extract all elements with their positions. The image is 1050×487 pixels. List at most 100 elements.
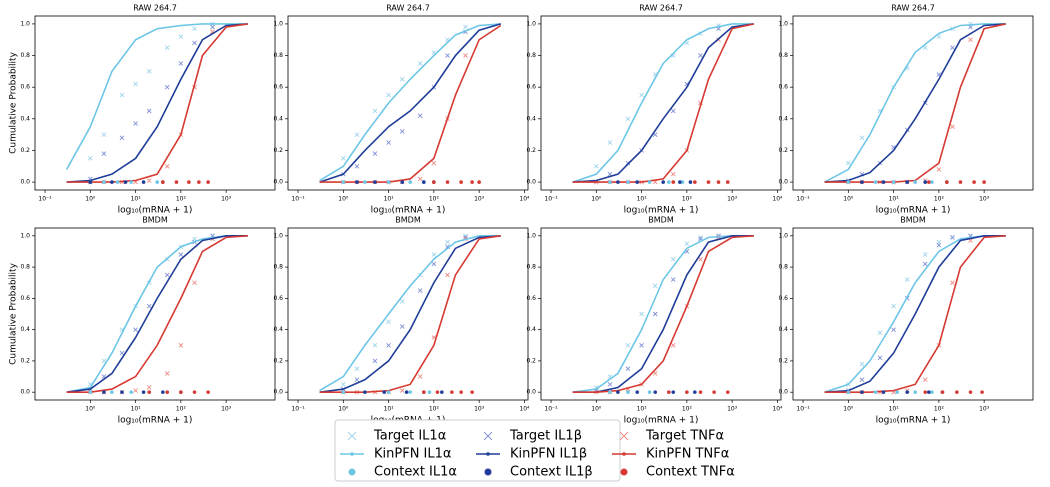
- x-tick-label: 10³: [221, 406, 232, 413]
- target-point: [593, 163, 599, 169]
- x-tick-label: 10³: [979, 406, 990, 413]
- x-tick-label: 10⁻¹: [291, 406, 305, 413]
- target-point: [386, 140, 391, 145]
- x-tick-label: 10¹: [384, 406, 395, 413]
- context-point: [667, 390, 671, 394]
- target-point: [445, 272, 450, 278]
- context-point: [608, 390, 612, 394]
- context-point: [404, 390, 409, 394]
- y-tick-label: 0.2: [778, 147, 788, 154]
- context-point: [881, 180, 886, 184]
- y-tick-label: 0.2: [273, 357, 283, 364]
- legend-label: Target IL1β: [509, 429, 582, 444]
- x-tick-label: 10⁰: [843, 196, 854, 203]
- context-point: [725, 390, 730, 394]
- target-point: [904, 277, 910, 282]
- panel-title: BMDM: [648, 216, 674, 225]
- context-point: [408, 180, 412, 184]
- y-tick-label: 1.0: [526, 232, 536, 239]
- target-point: [922, 261, 928, 267]
- y-tick-label: 0.4: [273, 115, 283, 122]
- y-tick-label: 0.4: [20, 326, 30, 333]
- y-tick-label: 0.6: [778, 84, 788, 91]
- target-point: [340, 156, 346, 161]
- panel-title: RAW 264.7: [386, 4, 430, 13]
- legend-label: KinPFN IL1α: [374, 447, 451, 462]
- target-point: [178, 252, 184, 257]
- context-point: [422, 180, 426, 184]
- plot-frame: [34, 227, 276, 401]
- kinpfn-curve: [319, 235, 501, 393]
- y-tick-label: 0.8: [273, 264, 283, 271]
- x-tick-label: 10³: [474, 196, 485, 203]
- context-point: [141, 390, 146, 394]
- target-point: [417, 61, 423, 66]
- target-point: [936, 242, 942, 248]
- context-point: [891, 180, 896, 184]
- target-point: [698, 53, 703, 58]
- context-point: [647, 390, 652, 394]
- context-point: [440, 390, 444, 394]
- x-tick-label: 10¹: [131, 196, 142, 203]
- context-point: [940, 390, 945, 394]
- y-tick-label: 0.4: [526, 115, 536, 122]
- y-tick-label: 0.6: [526, 84, 536, 91]
- y-axis-label: Cumulative Probability: [9, 51, 19, 153]
- target-point: [210, 24, 215, 30]
- y-tick-label: 0.6: [526, 295, 536, 302]
- target-point: [133, 81, 138, 87]
- target-point: [133, 121, 138, 126]
- kinpfn-curve: [319, 235, 501, 393]
- legend-label: KinPFN TNFα: [646, 447, 729, 462]
- legend-label: Target IL1α: [373, 429, 446, 444]
- target-point: [164, 272, 170, 278]
- target-point: [372, 342, 378, 348]
- kinpfn-curve: [65, 23, 248, 170]
- context-point: [129, 390, 134, 394]
- kinpfn-curve: [824, 235, 1006, 393]
- y-tick-label: 0.0: [778, 389, 788, 396]
- context-point: [881, 390, 886, 394]
- y-tick-label: 1.0: [526, 20, 536, 27]
- target-point: [192, 280, 197, 286]
- y-tick-label: 0.8: [20, 52, 30, 59]
- legend-label: KinPFN IL1β: [510, 447, 587, 462]
- panel-title: BMDM: [900, 216, 926, 225]
- target-point: [639, 311, 644, 317]
- context-point: [980, 390, 984, 394]
- target-point: [119, 135, 125, 141]
- context-point: [616, 180, 620, 184]
- context-point: [706, 180, 711, 184]
- plot-frame: [287, 227, 529, 401]
- x-tick-label: 10²: [176, 406, 187, 413]
- context-point: [678, 180, 682, 184]
- context-point: [860, 390, 864, 394]
- target-point: [922, 377, 928, 382]
- target-point: [670, 342, 676, 348]
- y-tick-label: 0.2: [526, 147, 536, 154]
- y-tick-label: 0.0: [20, 389, 30, 396]
- y-tick-label: 0.6: [273, 84, 283, 91]
- context-point: [341, 390, 346, 394]
- legend-dot: [348, 468, 356, 476]
- target-point: [652, 311, 658, 317]
- target-point: [101, 132, 107, 137]
- x-tick-label: 10⁻¹: [796, 196, 810, 203]
- context-point: [873, 390, 878, 394]
- y-tick-label: 0.8: [526, 264, 536, 271]
- context-point: [712, 390, 716, 394]
- y-tick-label: 0.2: [20, 147, 30, 154]
- kinpfn-curve: [824, 23, 1006, 183]
- context-point: [608, 180, 612, 184]
- target-point: [639, 92, 644, 98]
- target-point: [386, 319, 391, 325]
- y-tick-label: 0.4: [20, 115, 30, 122]
- context-point: [355, 180, 359, 184]
- panel-title: RAW 264.7: [133, 4, 177, 13]
- target-point: [445, 53, 450, 58]
- y-tick-label: 0.0: [526, 389, 536, 396]
- y-tick-label: 1.0: [273, 20, 283, 27]
- kinpfn-curve: [824, 23, 1006, 183]
- context-point: [982, 180, 986, 184]
- target-point: [684, 241, 690, 246]
